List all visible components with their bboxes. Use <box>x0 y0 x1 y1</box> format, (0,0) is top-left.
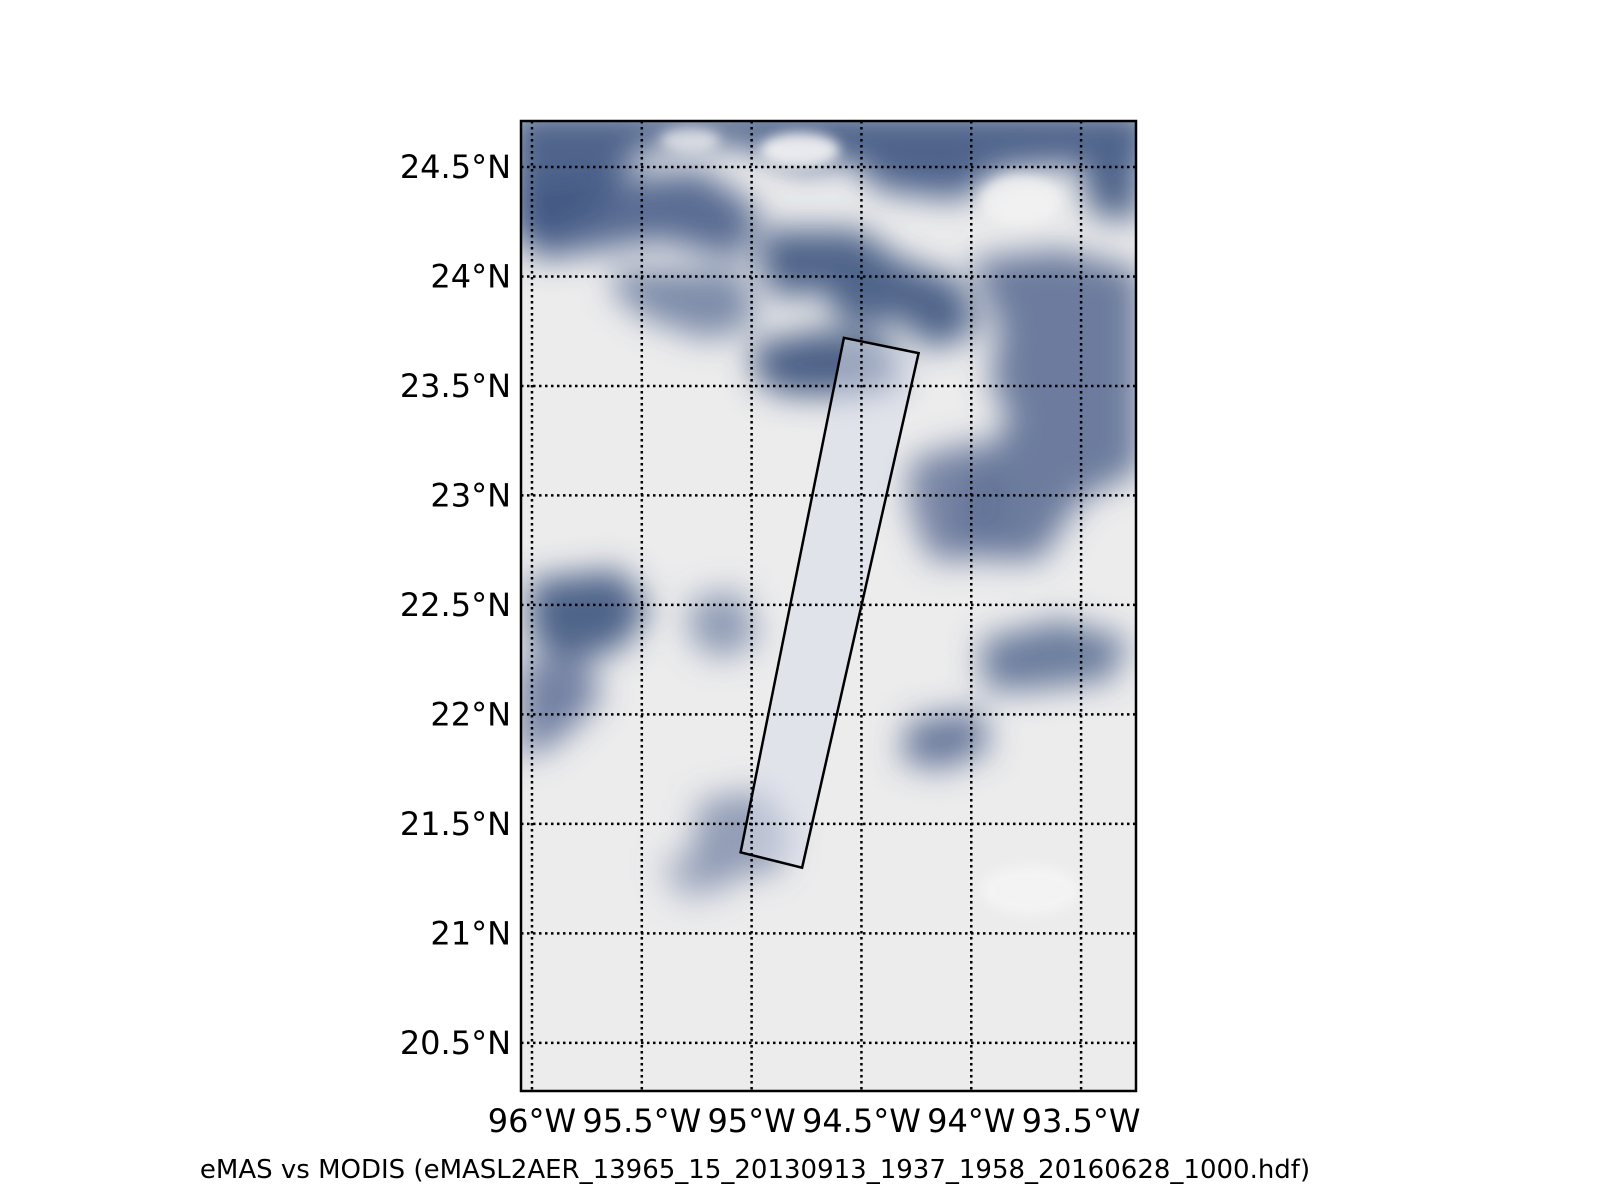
latitude-label: 20.5°N <box>400 1024 511 1062</box>
ocean-patch-east-mid <box>910 440 1000 560</box>
longitude-label: 94°W <box>927 1102 1015 1140</box>
latitude-label: 24°N <box>430 257 511 295</box>
latitude-label: 21°N <box>430 914 511 952</box>
emas-swath-outline <box>739 336 921 870</box>
longitude-label: 95°W <box>707 1102 795 1140</box>
ocean-patch-center-mid <box>690 590 760 660</box>
ocean-patch-west-low <box>521 660 600 760</box>
emas-swath-fill <box>740 337 919 868</box>
ocean-patch-north-center <box>760 230 980 350</box>
ocean-patch-northwest <box>521 170 760 260</box>
cloud-bright-3 <box>660 128 720 152</box>
map-frame <box>519 119 1138 1093</box>
ocean-patch-northeast-edge <box>1080 160 1136 220</box>
latitude-label: 21.5°N <box>400 805 511 843</box>
latitude-label: 22.5°N <box>400 586 511 624</box>
ocean-patch-southeast <box>900 710 990 770</box>
ocean-patch-north <box>521 121 1136 240</box>
latitude-label: 23.5°N <box>400 367 511 405</box>
longitude-label: 95.5°W <box>582 1102 701 1140</box>
latitude-label: 24.5°N <box>400 148 511 186</box>
cloud-bright-4 <box>980 865 1080 915</box>
longitude-label: 93.5°W <box>1022 1102 1141 1140</box>
ocean-patch-upper-left <box>610 270 760 340</box>
latitude-labels: 24.5°N 24°N 23.5°N 23°N 22.5°N 22°N 21.5°N 21°N… <box>400 148 511 1062</box>
ocean-patch-west-mid <box>530 570 650 660</box>
longitude-label: 94.5°W <box>802 1102 921 1140</box>
satellite-imagery <box>521 121 1136 1091</box>
longitude-label: 96°W <box>488 1102 576 1140</box>
cloud-highlights <box>660 128 1080 915</box>
ocean-patch-east-low <box>980 620 1130 690</box>
cloud-bright-2 <box>980 175 1060 225</box>
latitude-label: 23°N <box>430 476 511 514</box>
graticule <box>521 121 1136 1091</box>
latitude-label: 22°N <box>430 695 511 733</box>
ocean-patch-northeast <box>960 250 1136 560</box>
ocean-patch-south-center <box>660 850 730 900</box>
cloud-bright-1 <box>760 132 840 168</box>
figure-caption: eMAS vs MODIS (eMASL2AER_13965_15_201309… <box>199 1155 1311 1185</box>
longitude-labels: 96°W 95.5°W 95°W 94.5°W 94°W 93.5°W <box>488 1102 1141 1140</box>
